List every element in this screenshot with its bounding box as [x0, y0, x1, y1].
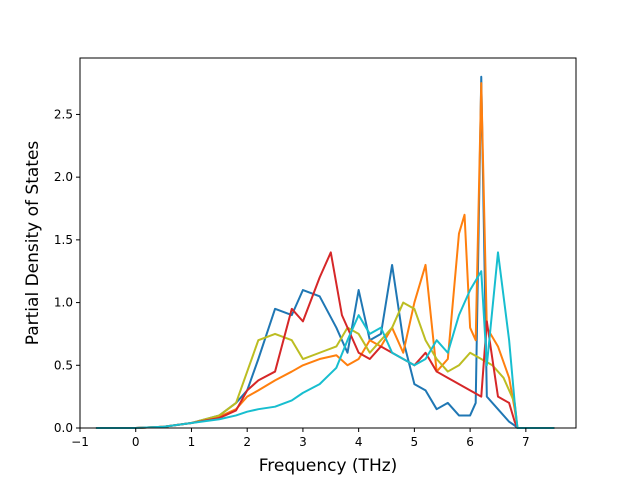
y-tick-label: 1.5: [54, 233, 73, 247]
x-tick-label: 2: [243, 435, 251, 449]
plot-area: [80, 58, 576, 428]
x-tick-label: 1: [188, 435, 196, 449]
series-line-2: [95, 82, 555, 429]
x-tick-label: 7: [522, 435, 530, 449]
x-axis-label: Frequency (THz): [259, 456, 398, 476]
x-tick-label: 5: [411, 435, 419, 449]
series-layer: [95, 75, 555, 429]
y-axis-ticks: 0.0 0.5 1.0 1.5 2.0 2.5: [54, 107, 80, 435]
series-line-5: [95, 251, 555, 429]
plot-frame: [79, 57, 577, 429]
x-tick-label: −1: [71, 435, 89, 449]
y-tick-label: 2.5: [54, 107, 73, 121]
y-tick-label: 0.0: [54, 421, 73, 435]
y-tick-label: 2.0: [54, 170, 73, 184]
x-tick-label: 4: [355, 435, 363, 449]
series-line-3: [95, 301, 555, 429]
y-tick-label: 1.0: [54, 296, 73, 310]
x-axis-ticks: −1 0 1 2 3 4 5 6 7: [71, 428, 530, 449]
x-tick-label: 6: [466, 435, 474, 449]
x-tick-label: 3: [299, 435, 307, 449]
y-axis-label: Partial Density of States: [23, 141, 43, 346]
x-tick-label: 0: [132, 435, 140, 449]
y-tick-label: 0.5: [54, 358, 73, 372]
